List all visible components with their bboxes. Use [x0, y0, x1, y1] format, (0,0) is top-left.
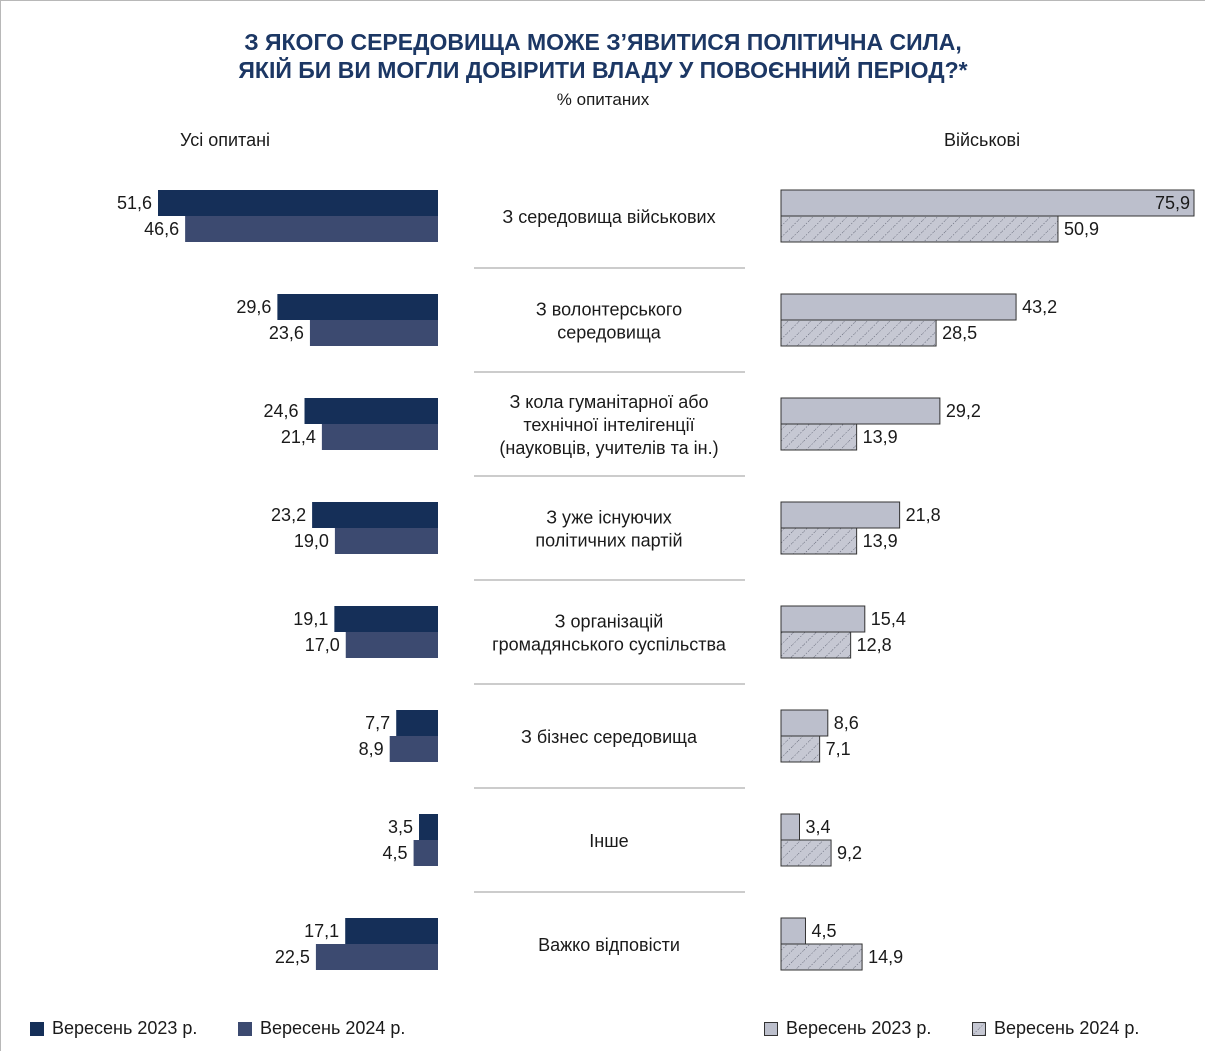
- legend-hatch-swatch: [973, 1022, 985, 1035]
- bar-all-2023-7: [345, 918, 438, 944]
- bar-mil-2024-1: [780, 319, 937, 347]
- value-label-all-2023-0: 51,6: [117, 193, 152, 213]
- bar-all-2024-6: [413, 840, 438, 866]
- panel-title-military: Військові: [944, 130, 1021, 150]
- bar-all-2024-7: [315, 944, 438, 970]
- category-label-7-line-0: Важко відповісти: [538, 935, 680, 955]
- legend-swatch-all-2024: [238, 1021, 252, 1036]
- value-label-all-2024-6: 4,5: [383, 843, 408, 863]
- value-label-mil-2023-7: 4,5: [811, 921, 836, 941]
- legend-label-mil-2023: Вересень 2023 р.: [786, 1018, 932, 1038]
- value-label-all-2024-7: 22,5: [275, 947, 310, 967]
- bar-mil-2024-7: [780, 943, 863, 971]
- bar-mil-2023-5: [780, 709, 829, 737]
- value-label-all-2024-4: 17,0: [305, 635, 340, 655]
- value-label-all-2023-2: 24,6: [263, 401, 298, 421]
- bar-mil-2023-7: [780, 917, 806, 945]
- bar-mil-2024-2: [780, 423, 858, 451]
- legend-label-all-2023: Вересень 2023 р.: [52, 1018, 198, 1038]
- value-label-mil-2023-6: 3,4: [806, 817, 831, 837]
- bar-all-2024-1: [309, 320, 438, 346]
- legend-label-mil-2024: Вересень 2024 р.: [994, 1018, 1140, 1038]
- value-label-all-2023-6: 3,5: [388, 817, 413, 837]
- category-label-1-line-1: середовища: [557, 323, 662, 343]
- legend-swatch-all-2023: [30, 1021, 44, 1036]
- legend-right-2024: Вересень 2024 р.: [972, 1018, 1139, 1039]
- chart-subtitle: % опитаних: [556, 90, 650, 109]
- value-label-all-2023-3: 23,2: [271, 505, 306, 525]
- category-label-5-line-0: З бізнес середовища: [521, 727, 698, 747]
- category-label-2-line-0: З кола гуманітарної або: [509, 392, 708, 412]
- value-label-mil-2023-5: 8,6: [834, 713, 859, 733]
- value-label-mil-2024-7: 14,9: [868, 947, 903, 967]
- bar-all-2024-0: [185, 216, 438, 242]
- value-label-mil-2023-2: 29,2: [946, 401, 981, 421]
- value-label-mil-2024-0: 50,9: [1064, 219, 1099, 239]
- bar-all-2024-5: [389, 736, 438, 762]
- legend-right-2023: Вересень 2023 р.: [764, 1018, 931, 1039]
- bar-all-2023-6: [419, 814, 438, 840]
- bar-mil-2023-3: [780, 501, 901, 529]
- category-label-3-line-0: З уже існуючих: [546, 508, 672, 528]
- category-label-2-line-1: технічної інтелігенції: [523, 415, 694, 435]
- bar-mil-2023-6: [780, 813, 801, 841]
- value-label-mil-2023-0: 75,9: [1155, 193, 1190, 213]
- category-label-4-line-0: З організацій: [555, 612, 664, 632]
- category-label-3-line-1: політичних партій: [535, 531, 682, 551]
- bar-mil-2024-5: [780, 735, 821, 763]
- category-label-0-line-0: З середовища військових: [502, 207, 715, 227]
- chart-title-line-2: ЯКІЙ БИ ВИ МОГЛИ ДОВІРИТИ ВЛАДУ У ПОВОЄН…: [238, 57, 968, 83]
- bar-mil-2024-4: [780, 631, 852, 659]
- bar-all-2023-4: [334, 606, 438, 632]
- bar-mil-2023-1: [780, 293, 1017, 321]
- value-label-all-2023-7: 17,1: [304, 921, 339, 941]
- bar-mil-2024-0: [780, 215, 1059, 243]
- bar-all-2023-1: [277, 294, 438, 320]
- value-label-mil-2023-4: 15,4: [871, 609, 906, 629]
- value-label-mil-2023-1: 43,2: [1022, 297, 1057, 317]
- value-label-mil-2023-3: 21,8: [906, 505, 941, 525]
- category-label-1-line-0: З волонтерського: [536, 300, 682, 320]
- bar-all-2023-2: [304, 398, 438, 424]
- chart-title-line-1: З ЯКОГО СЕРЕДОВИЩА МОЖЕ З’ЯВИТИСЯ ПОЛІТИ…: [244, 29, 962, 55]
- bar-mil-2023-0: [780, 189, 1195, 217]
- value-label-all-2023-4: 19,1: [293, 609, 328, 629]
- value-label-all-2023-1: 29,6: [236, 297, 271, 317]
- bar-all-2024-3: [334, 528, 438, 554]
- legend-left-2024: Вересень 2024 р.: [238, 1018, 405, 1039]
- category-label-6-line-0: Інше: [589, 831, 628, 851]
- bar-mil-2023-2: [780, 397, 941, 425]
- legend-left-2023: Вересень 2023 р.: [30, 1018, 197, 1039]
- value-label-all-2024-5: 8,9: [359, 739, 384, 759]
- category-label-4-line-1: громадянського суспільства: [492, 635, 727, 655]
- bar-mil-2023-4: [780, 605, 866, 633]
- bar-all-2024-4: [345, 632, 438, 658]
- legend-swatch-mil-2024: [972, 1021, 986, 1036]
- value-label-all-2023-5: 7,7: [365, 713, 390, 733]
- chart-title: З ЯКОГО СЕРЕДОВИЩА МОЖЕ З’ЯВИТИСЯ ПОЛІТИ…: [0, 28, 1206, 84]
- bar-all-2023-3: [312, 502, 438, 528]
- value-label-mil-2024-1: 28,5: [942, 323, 977, 343]
- bar-all-2024-2: [321, 424, 438, 450]
- value-label-all-2024-3: 19,0: [294, 531, 329, 551]
- bar-mil-2024-3: [780, 527, 858, 555]
- value-label-all-2024-2: 21,4: [281, 427, 316, 447]
- value-label-all-2024-1: 23,6: [269, 323, 304, 343]
- category-label-2-line-2: (науковців, учителів та ін.): [499, 438, 718, 458]
- value-label-mil-2024-4: 12,8: [857, 635, 892, 655]
- value-label-all-2024-0: 46,6: [144, 219, 179, 239]
- value-label-mil-2024-5: 7,1: [826, 739, 851, 759]
- bar-all-2023-0: [158, 190, 438, 216]
- value-label-mil-2024-6: 9,2: [837, 843, 862, 863]
- bar-all-2023-5: [396, 710, 438, 736]
- value-label-mil-2024-3: 13,9: [863, 531, 898, 551]
- legend-swatch-mil-2023: [764, 1021, 778, 1036]
- legend-label-all-2024: Вересень 2024 р.: [260, 1018, 406, 1038]
- panel-title-all: Усі опитані: [180, 130, 271, 150]
- bar-mil-2024-6: [780, 839, 832, 867]
- bar-chart: 51,6 46,6 75,9 50,9 З середовища військових 2…: [117, 189, 1195, 971]
- value-label-mil-2024-2: 13,9: [863, 427, 898, 447]
